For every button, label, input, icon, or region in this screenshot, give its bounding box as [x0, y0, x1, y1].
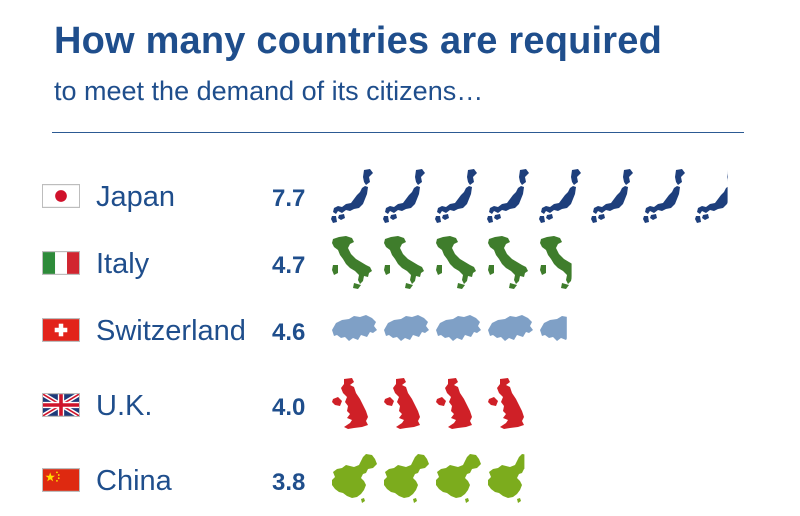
- italy-flag-icon: [42, 251, 80, 275]
- japan-flag-icon: [42, 184, 80, 208]
- pictogram-unit: [487, 169, 529, 223]
- value-label: 4.0: [272, 394, 305, 421]
- pictogram-unit: [643, 169, 685, 223]
- title-divider: [52, 132, 744, 133]
- pictogram-unit: [436, 378, 472, 429]
- pictogram-unit: [331, 169, 373, 223]
- pictogram-unit: [488, 315, 533, 341]
- chart-row: Japan 7.7: [42, 169, 728, 223]
- value-label: 3.8: [272, 469, 305, 496]
- pictogram-unit: [384, 454, 429, 503]
- chart-row: Italy 4.7: [42, 236, 572, 289]
- category-label: Switzerland: [96, 315, 246, 347]
- pictogram-unit: [695, 169, 728, 223]
- category-label: Japan: [96, 181, 175, 213]
- pictogram-unit: [332, 454, 377, 503]
- pictogram-unit: [332, 315, 377, 341]
- pictogram-unit: [436, 454, 481, 503]
- pictogram-unit: [591, 169, 633, 223]
- pictogram-unit: [383, 169, 425, 223]
- chart-row: China 3.8: [42, 454, 525, 503]
- switzerland-flag-icon: [42, 318, 80, 342]
- pictogram-unit: [488, 236, 528, 289]
- pictogram-unit: [332, 378, 368, 429]
- chart-row: Switzerland 4.6: [42, 315, 567, 347]
- value-label: 4.7: [272, 252, 305, 279]
- chart-subtitle: to meet the demand of its citizens…: [54, 76, 484, 106]
- chart-rows: Japan 7.7 Italy 4.7 Switzerland 4.6 U.K. 4.0 Chi…: [42, 169, 728, 503]
- china-flag-icon: [42, 468, 80, 492]
- pictogram-unit: [332, 236, 372, 289]
- pictogram-unit: [384, 378, 420, 429]
- pictogram-unit: [488, 454, 525, 503]
- pictogram-unit: [488, 378, 524, 429]
- category-label: Italy: [96, 248, 150, 280]
- pictogram-unit: [436, 236, 476, 289]
- pictogram-unit: [384, 236, 424, 289]
- pictogram-unit: [540, 315, 567, 341]
- category-label: U.K.: [96, 390, 152, 422]
- chart-title: How many countries are required: [54, 20, 663, 62]
- value-label: 4.6: [272, 319, 305, 346]
- pictogram-unit: [540, 236, 572, 289]
- pictogram-unit: [384, 315, 429, 341]
- category-label: China: [96, 465, 173, 497]
- pictogram-unit: [539, 169, 581, 223]
- value-label: 7.7: [272, 185, 305, 212]
- uk-flag-icon: [42, 393, 80, 417]
- chart-row: U.K. 4.0: [42, 378, 524, 429]
- pictogram-unit: [435, 169, 477, 223]
- pictogram-unit: [436, 315, 481, 341]
